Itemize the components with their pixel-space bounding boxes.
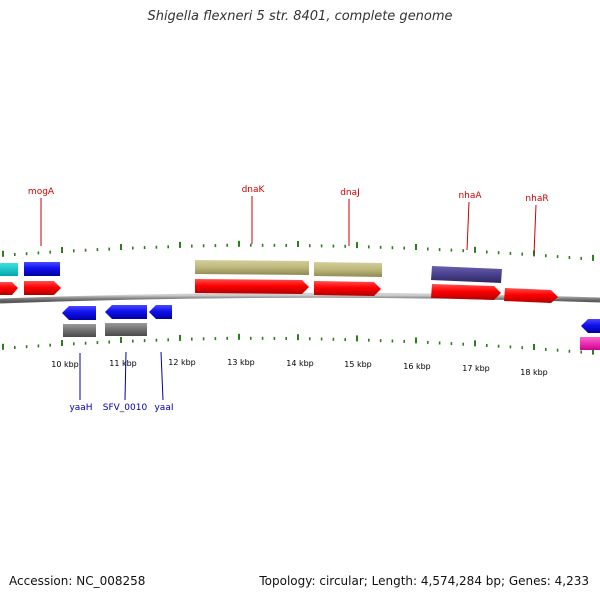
scale-label: 10 kbp <box>51 360 79 369</box>
gene-label-dnaJ[interactable]: dnaJ <box>340 188 360 198</box>
cds-arrow-nhaA[interactable] <box>431 284 501 300</box>
scale-label: 16 kbp <box>403 362 431 371</box>
cds-arrow-1[interactable] <box>0 282 18 295</box>
scale-label: 17 kbp <box>462 364 490 373</box>
cds-arrow-mogA[interactable] <box>24 281 61 295</box>
label-line-yaaI <box>160 351 164 401</box>
scale-label: 12 kbp <box>168 358 196 367</box>
gene-feature-cyan[interactable] <box>0 263 18 276</box>
inner-tick-ring <box>2 333 594 355</box>
scale-label: 18 kbp <box>520 368 548 377</box>
genome-stats-label: Topology: circular; Length: 4,574,284 bp… <box>259 574 589 588</box>
gene-label-yaaI[interactable]: yaaI <box>154 403 173 413</box>
label-line-nhaR <box>533 204 537 255</box>
cds-arrow-right-edge[interactable] <box>581 319 600 333</box>
cds-arrow-nhaR[interactable] <box>504 288 558 303</box>
gene-label-SFV_0010[interactable]: SFV_0010 <box>103 403 148 413</box>
scale-label: 11 kbp <box>109 359 137 368</box>
label-line-SFV_0010 <box>124 351 127 401</box>
scale-label: 14 kbp <box>286 359 314 368</box>
scale-label: 15 kbp <box>344 360 372 369</box>
scale-label: 13 kbp <box>227 358 255 367</box>
gene-label-nhaR[interactable]: nhaR <box>525 194 548 204</box>
gene-label-mogA[interactable]: mogA <box>28 187 55 197</box>
cds-arrow-yaaH[interactable] <box>62 306 96 320</box>
gene-feature-blue[interactable] <box>24 262 60 276</box>
cds-arrow-yaaI[interactable] <box>149 305 172 319</box>
gene-feature-yaaH[interactable] <box>63 324 96 337</box>
gene-feature-SFV_0010[interactable] <box>105 323 147 336</box>
map-title: Shigella flexneri 5 str. 8401, complete … <box>147 9 453 24</box>
gene-feature-nhaA[interactable] <box>431 266 502 283</box>
accession-label: Accession: NC_008258 <box>9 574 146 588</box>
gene-label-dnaK[interactable]: dnaK <box>242 185 266 195</box>
gene-feature-dnaJ[interactable] <box>314 262 382 277</box>
cds-arrow-dnaJ[interactable] <box>314 281 381 296</box>
label-line-nhaA <box>466 201 470 251</box>
cds-arrow-SFV_0010[interactable] <box>105 305 147 319</box>
outer-tick-ring <box>2 240 594 261</box>
gene-feature-dnaK[interactable] <box>195 260 309 275</box>
gene-label-yaaH[interactable]: yaaH <box>69 403 92 413</box>
gene-feature-pink[interactable] <box>580 337 600 350</box>
gene-label-nhaA[interactable]: nhaA <box>458 191 482 201</box>
cds-arrow-dnaK[interactable] <box>195 279 309 294</box>
